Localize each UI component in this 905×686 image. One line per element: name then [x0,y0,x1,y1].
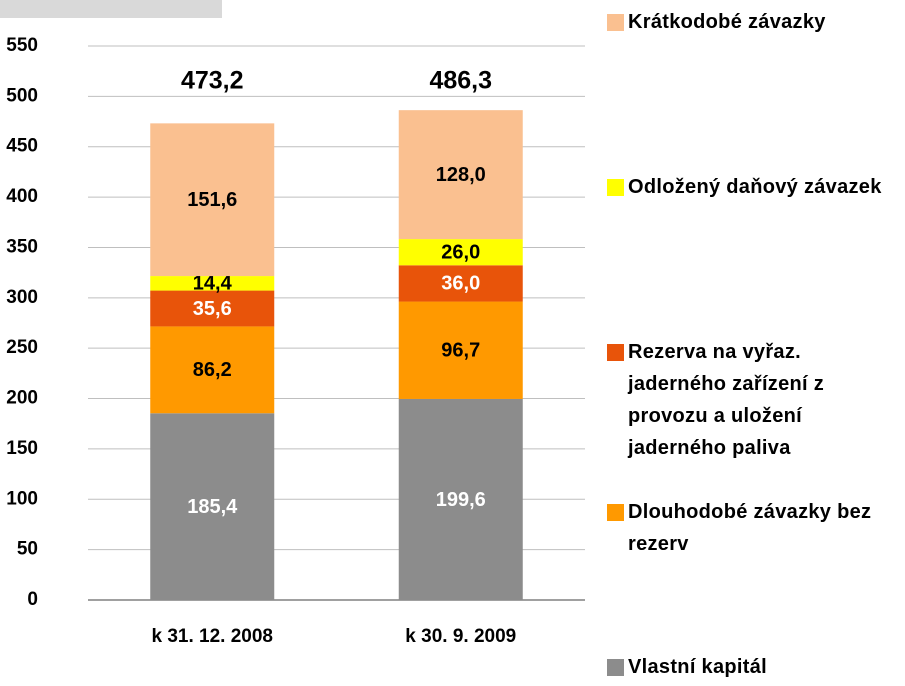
legend-swatch [607,504,624,521]
legend-swatch [607,179,624,196]
value-label: 36,0 [441,273,480,295]
value-label: 185,4 [187,496,238,518]
y-tick-label: 100 [6,488,38,509]
total-label: 473,2 [181,67,244,95]
value-label: 35,6 [193,298,232,320]
value-label: 128,0 [436,164,486,186]
total-label: 486,3 [429,67,492,95]
legend-swatch [607,14,624,31]
legend-label: Odložený daňový závazek [628,176,882,198]
legend-label: Krátkodobé závazky [628,11,826,33]
y-tick-label: 350 [6,236,38,257]
x-tick-label: k 30. 9. 2009 [405,626,516,647]
y-tick-label: 150 [6,438,38,459]
value-label: 151,6 [187,189,237,211]
legend-label: Vlastní kapitál [628,656,767,678]
legend-label: Rezerva na vyřaz. jaderného zařízení z p… [628,341,825,459]
y-tick-label: 550 [6,35,38,56]
value-label: 96,7 [441,340,480,362]
bar-segment [398,239,523,266]
y-tick-label: 500 [6,85,38,106]
x-tick-label: k 31. 12. 2008 [152,626,274,647]
bar-segment [398,398,523,600]
legend-label: Dlouhodobé závazky bez rezerv [628,501,872,555]
bar-segment [150,290,275,327]
y-tick-label: 200 [6,388,38,409]
bar-segment [150,123,275,277]
bar-segment [398,301,523,399]
bar-segment [398,110,523,240]
value-label: 14,4 [193,273,233,295]
legend-swatch [607,344,624,361]
value-label: 26,0 [441,241,480,263]
y-tick-label: 300 [6,287,38,308]
y-tick-label: 250 [6,337,38,358]
y-tick-label: 0 [27,589,38,610]
bar-segment [150,276,275,291]
y-tick-label: 400 [6,186,38,207]
y-tick-label: 450 [6,136,38,157]
bar-segment [398,265,523,302]
value-label: 86,2 [193,359,232,381]
bar-segment [150,413,275,600]
legend-swatch [607,659,624,676]
bar-segment [150,326,275,414]
y-tick-label: 50 [17,539,38,560]
header-strip [0,0,222,18]
value-label: 199,6 [436,489,486,511]
